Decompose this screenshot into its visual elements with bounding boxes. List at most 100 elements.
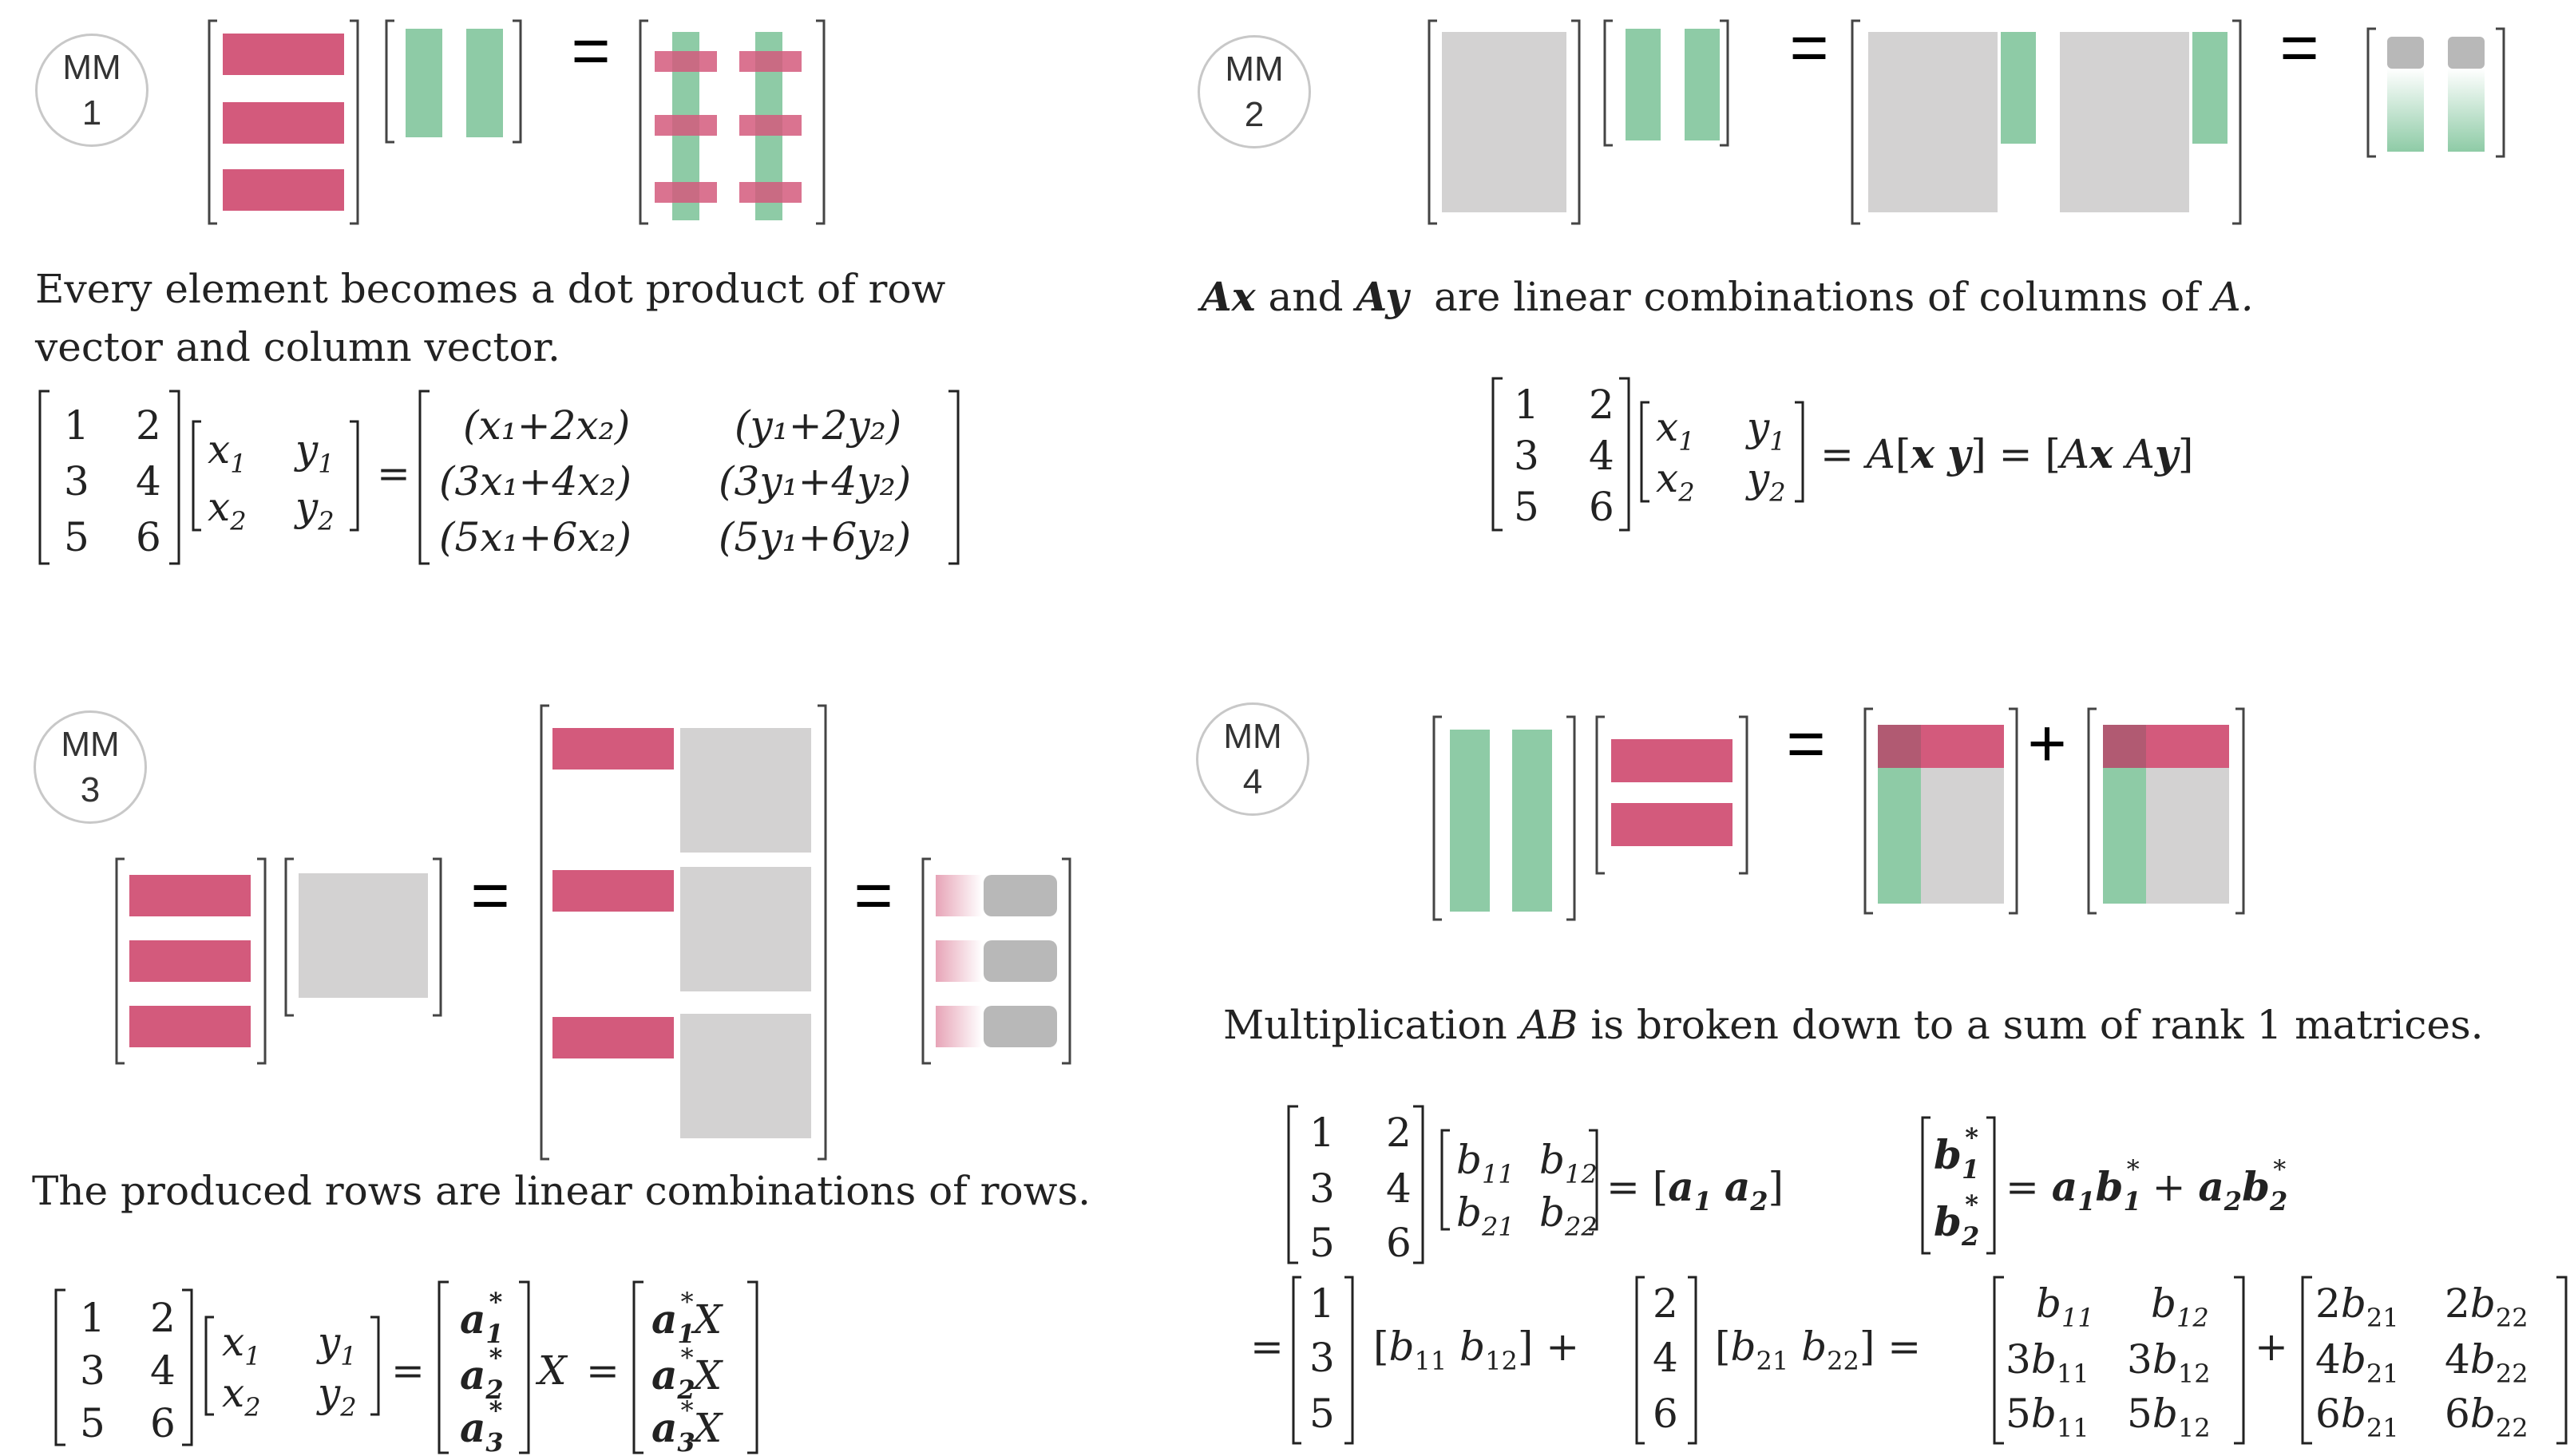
svg-text:(3x₁+4x₂): (3x₁+4x₂) [439, 458, 632, 504]
badge-mm2: MM 2 [1198, 35, 1311, 148]
panel-mm4: MM 4 = + Multiplicat [0, 686, 2574, 1456]
svg-text:x1: x1 [1656, 404, 1695, 457]
svg-text:=: = [377, 450, 410, 497]
svg-text:5b11: 5b11 [2006, 1391, 2089, 1443]
caption-mm4: Multiplication AB is broken down to a su… [1223, 1002, 2484, 1048]
caption-mm1: Every element becomes a dot product of r… [35, 266, 946, 370]
matrix-column-products [1851, 19, 2242, 225]
panel-mm2: MM 2 = = [0, 0, 2574, 639]
svg-text:x2: x2 [1656, 455, 1695, 508]
svg-text:4: 4 [1589, 433, 1614, 479]
svg-text:2: 2 [1653, 1280, 1678, 1327]
svg-text:+: + [2255, 1323, 2288, 1370]
svg-text:y2: y2 [294, 484, 335, 536]
svg-text:6: 6 [1653, 1391, 1678, 1437]
svg-text:3b11: 3b11 [2006, 1336, 2089, 1389]
svg-text:(5x₁+6x₂): (5x₁+6x₂) [439, 514, 632, 560]
svg-text:[b11 b12] +: [b11 b12] + [1373, 1323, 1579, 1376]
svg-text:a3*: a3* [460, 1395, 504, 1456]
equals-sign: = [1786, 706, 1825, 781]
plus-sign: + [2027, 706, 2066, 781]
caption-mm3: The produced rows are linear combination… [32, 1168, 1091, 1214]
svg-text:=: = [391, 1347, 425, 1394]
svg-text:5b12: 5b12 [2127, 1391, 2211, 1443]
equation-mm4: 1 2 3 4 5 6 b11 b12 b21 b22 = [a1 a2] b1* b… [1250, 1105, 2568, 1445]
svg-text:[b21 b22] =: [b21 b22] = [1715, 1323, 1921, 1376]
svg-text:5: 5 [1309, 1220, 1335, 1266]
diagram-mm2: = = [1428, 10, 2505, 225]
svg-text:b11: b11 [1456, 1137, 1515, 1189]
svg-text:b22: b22 [1539, 1189, 1598, 1242]
svg-text:=: = [586, 1347, 620, 1394]
matrix-a-block [1428, 19, 1581, 225]
svg-text:x1: x1 [208, 426, 247, 479]
svg-text:= [a1 a2]: = [a1 a2] [1606, 1163, 1784, 1217]
matrix-b-columns [1603, 19, 1729, 147]
diagram-mm3: = = [115, 704, 1071, 1161]
equals-sign-2: = [2279, 10, 2319, 85]
svg-text:4: 4 [150, 1347, 176, 1394]
svg-text:a2*X: a2*X [651, 1343, 724, 1405]
svg-text:a3*X: a3*X [651, 1395, 724, 1456]
svg-text:4: 4 [1653, 1335, 1678, 1381]
svg-text:3: 3 [1309, 1335, 1335, 1381]
svg-text:(x₁+2x₂): (x₁+2x₂) [463, 402, 630, 449]
svg-text:1: 1 [1514, 382, 1539, 428]
svg-text:4b21: 4b21 [2315, 1336, 2399, 1389]
badge-mm1: MM 1 [35, 34, 148, 147]
svg-text:= A[x y] = [Ax Ay]: = A[x y] = [Ax Ay] [1820, 430, 2193, 477]
matrix-a-rows [208, 19, 359, 225]
svg-text:6b22: 6b22 [2445, 1391, 2528, 1443]
svg-text:3b12: 3b12 [2127, 1336, 2211, 1389]
svg-text:(3y₁+4y₂): (3y₁+4y₂) [719, 458, 911, 504]
svg-text:1: 1 [80, 1295, 105, 1341]
svg-text:b12: b12 [2151, 1280, 2209, 1333]
svg-text:5: 5 [1514, 484, 1539, 530]
svg-text:4: 4 [1386, 1165, 1412, 1212]
svg-text:x1: x1 [222, 1319, 261, 1371]
equation-mm2: 1 2 3 4 5 6 x1 y1 x2 y2 = A[x y] = [Ax Ay] [1491, 377, 2193, 532]
matrix-x-block [284, 857, 442, 1017]
svg-text:1: 1 [1309, 1110, 1335, 1156]
svg-text:y2: y2 [1745, 455, 1786, 508]
badge-mm3: MM 3 [34, 710, 147, 824]
equals-sign-2: = [853, 857, 893, 932]
svg-text:6: 6 [1589, 484, 1614, 530]
matrix-row-products [540, 704, 827, 1161]
svg-text:2: 2 [1386, 1110, 1412, 1156]
rank1-matrix-1 [1863, 707, 2018, 915]
equals-sign-1: = [1789, 10, 1828, 85]
svg-text:X: X [535, 1347, 568, 1394]
svg-text:5: 5 [1309, 1391, 1335, 1437]
svg-text:6b21: 6b21 [2315, 1391, 2399, 1443]
svg-text:b12: b12 [1539, 1137, 1598, 1189]
panel-mm3: MM 3 = = [0, 686, 1277, 1456]
svg-text:b21: b21 [1456, 1189, 1515, 1242]
caption-mm2: Ax and Ay are linear combinations of col… [1201, 273, 2254, 320]
diagram-mm1: = [208, 13, 826, 225]
equals-sign-1: = [470, 857, 509, 932]
matrix-b-columns [385, 19, 522, 144]
svg-text:b2*: b2* [1934, 1189, 1979, 1252]
svg-text:= a1b1* + a2b2*: = a1b1* + a2b2* [2006, 1154, 2287, 1217]
matrix-b-rows [1595, 715, 1748, 875]
svg-text:5: 5 [80, 1400, 105, 1446]
svg-text:5: 5 [64, 514, 89, 560]
svg-text:2b21: 2b21 [2315, 1280, 2399, 1333]
svg-text:4b22: 4b22 [2445, 1336, 2528, 1389]
svg-text:a1*X: a1*X [651, 1287, 724, 1349]
svg-text:(5y₁+6y₂): (5y₁+6y₂) [719, 514, 911, 560]
panel-mm1: MM 1 = Every element becomes a dot [0, 0, 1277, 639]
svg-text:4: 4 [136, 458, 161, 504]
svg-text:b1*: b1* [1934, 1122, 1979, 1185]
svg-text:3: 3 [1309, 1165, 1335, 1212]
svg-text:6: 6 [1386, 1220, 1412, 1266]
svg-text:3: 3 [1514, 433, 1539, 479]
svg-text:1: 1 [1309, 1280, 1335, 1327]
svg-text:6: 6 [150, 1400, 176, 1446]
svg-text:2: 2 [150, 1295, 176, 1341]
svg-text:3: 3 [80, 1347, 105, 1394]
matrix-a-rows [115, 857, 267, 1065]
